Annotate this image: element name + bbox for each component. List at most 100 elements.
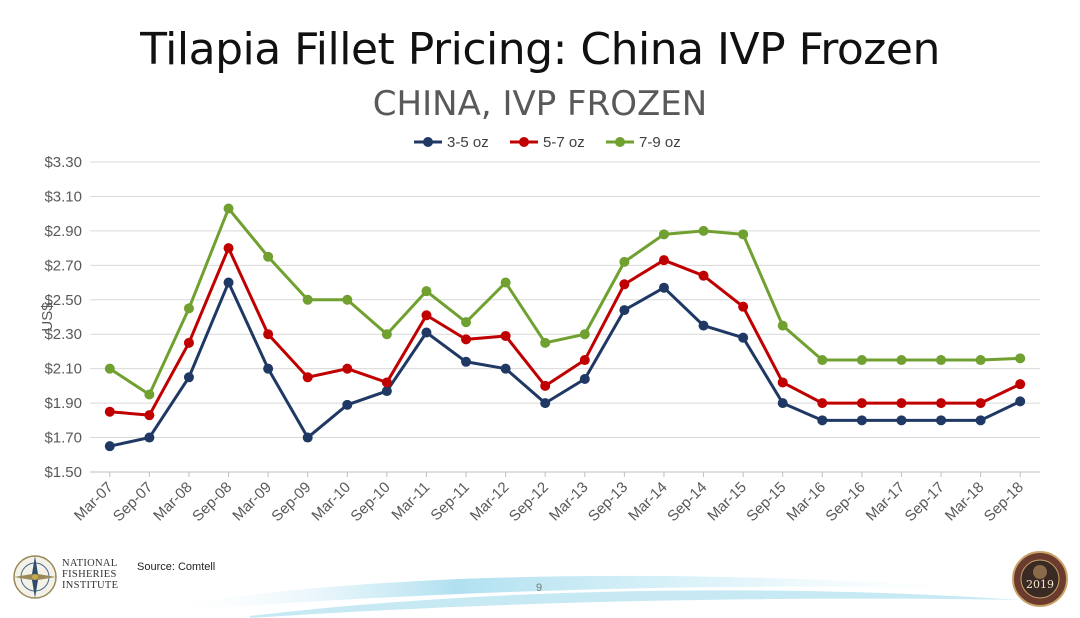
org-name-line-2: FISHERIES bbox=[62, 569, 117, 580]
data-point bbox=[658, 229, 669, 240]
series-line bbox=[108, 207, 1021, 396]
series-line bbox=[109, 246, 1021, 417]
data-point bbox=[856, 398, 867, 409]
x-tick-label: Mar-08 bbox=[150, 479, 196, 525]
data-point bbox=[381, 329, 392, 340]
x-tick-label: Sep-07 bbox=[110, 479, 156, 525]
data-point bbox=[381, 377, 392, 388]
nfi-compass-logo bbox=[13, 555, 57, 599]
x-tick-label: Mar-13 bbox=[546, 479, 592, 525]
data-point bbox=[1015, 379, 1026, 390]
legend-swatch-marker bbox=[615, 137, 625, 147]
legend-item: 3-5 oz bbox=[414, 134, 489, 151]
y-tick-label: $1.70 bbox=[44, 430, 82, 447]
data-point bbox=[421, 286, 432, 297]
data-point bbox=[540, 398, 551, 409]
data-point bbox=[698, 225, 709, 236]
data-point bbox=[104, 441, 115, 452]
data-point bbox=[896, 398, 907, 409]
data-point bbox=[975, 355, 986, 366]
data-point bbox=[104, 363, 115, 374]
x-tick-label: Mar-14 bbox=[625, 479, 671, 525]
footer-swoosh bbox=[160, 575, 1020, 618]
x-tick-label: Mar-09 bbox=[229, 479, 275, 525]
x-tick-label: Mar-10 bbox=[309, 479, 355, 525]
data-point bbox=[461, 334, 472, 345]
y-tick-label: $2.10 bbox=[44, 361, 82, 378]
series-7-9-oz bbox=[104, 203, 1026, 400]
data-point bbox=[223, 243, 234, 254]
data-point bbox=[104, 406, 115, 417]
data-point bbox=[144, 389, 155, 400]
x-tick-label: Sep-09 bbox=[268, 479, 314, 525]
data-point bbox=[817, 355, 828, 366]
x-tick-label: Sep-08 bbox=[189, 479, 235, 525]
data-point bbox=[144, 432, 155, 443]
data-point bbox=[579, 374, 590, 384]
x-tick-label: Mar-18 bbox=[942, 479, 988, 525]
x-tick-label: Mar-15 bbox=[704, 479, 750, 525]
y-tick-label: $2.50 bbox=[44, 292, 82, 309]
data-point bbox=[738, 301, 749, 312]
data-point bbox=[421, 327, 432, 338]
data-point bbox=[302, 432, 313, 443]
x-tick-label: Sep-16 bbox=[822, 479, 868, 525]
x-tick-label: Sep-18 bbox=[981, 479, 1027, 525]
legend: 3-5 oz 5-7 oz 7-9 oz bbox=[414, 134, 681, 151]
data-point bbox=[936, 355, 947, 366]
data-point bbox=[263, 329, 274, 340]
y-tick-label: $1.90 bbox=[44, 395, 82, 412]
data-point bbox=[500, 330, 511, 341]
data-point bbox=[223, 203, 234, 214]
data-point bbox=[540, 380, 551, 391]
data-point bbox=[619, 279, 630, 290]
legend-item: 5-7 oz bbox=[510, 134, 585, 151]
data-point bbox=[183, 303, 194, 314]
conference-seal-logo: 2019 bbox=[1012, 551, 1068, 607]
legend-label: 5-7 oz bbox=[543, 134, 585, 151]
org-name-line-3: INSTITUTE bbox=[62, 580, 119, 591]
data-point bbox=[223, 277, 234, 288]
x-tick-label: Mar-16 bbox=[784, 479, 830, 525]
data-point bbox=[896, 415, 907, 426]
data-point bbox=[302, 294, 313, 305]
y-tick-label: $2.30 bbox=[44, 326, 82, 343]
legend-label: 7-9 oz bbox=[639, 134, 681, 151]
series-5-7-oz bbox=[104, 243, 1026, 421]
page-number: 9 bbox=[536, 582, 543, 594]
data-point bbox=[500, 363, 511, 374]
data-point bbox=[619, 305, 630, 316]
data-point bbox=[1015, 353, 1026, 364]
data-point bbox=[817, 398, 828, 409]
data-point bbox=[381, 386, 392, 397]
y-tick-label: $1.50 bbox=[44, 464, 82, 481]
slide-title: Tilapia Fillet Pricing: China IVP Frozen bbox=[140, 24, 940, 75]
x-tick-label: Mar-17 bbox=[863, 479, 909, 525]
y-axis-label: US$ bbox=[39, 302, 56, 332]
data-point bbox=[263, 251, 274, 262]
x-tick-label: Sep-12 bbox=[506, 479, 552, 525]
line-chart: $1.50 $1.70 $1.90 $2.10 $2.30 $2.50 $2.70 $2.90… bbox=[39, 134, 1040, 525]
data-point bbox=[698, 320, 709, 331]
data-point bbox=[975, 398, 986, 409]
data-point bbox=[777, 377, 788, 388]
data-point bbox=[579, 329, 590, 340]
legend-item: 7-9 oz bbox=[606, 134, 681, 151]
data-point bbox=[461, 317, 472, 328]
data-point bbox=[896, 355, 907, 366]
data-point bbox=[658, 282, 669, 293]
series-lines bbox=[104, 203, 1026, 452]
x-tick-label: Sep-13 bbox=[585, 479, 631, 525]
x-tick-label: Sep-17 bbox=[902, 479, 948, 525]
x-tick-label: Mar-11 bbox=[388, 479, 433, 524]
data-point bbox=[975, 415, 986, 426]
data-point bbox=[936, 398, 947, 409]
data-point bbox=[500, 277, 511, 288]
data-point bbox=[302, 372, 313, 383]
nfi-wordmark: NATIONAL FISHERIES INSTITUTE bbox=[62, 558, 132, 591]
data-point bbox=[461, 356, 472, 367]
conference-year: 2019 bbox=[1026, 578, 1054, 591]
org-name-line-1: NATIONAL bbox=[62, 558, 118, 569]
data-point bbox=[1015, 396, 1026, 407]
data-point bbox=[540, 337, 551, 348]
